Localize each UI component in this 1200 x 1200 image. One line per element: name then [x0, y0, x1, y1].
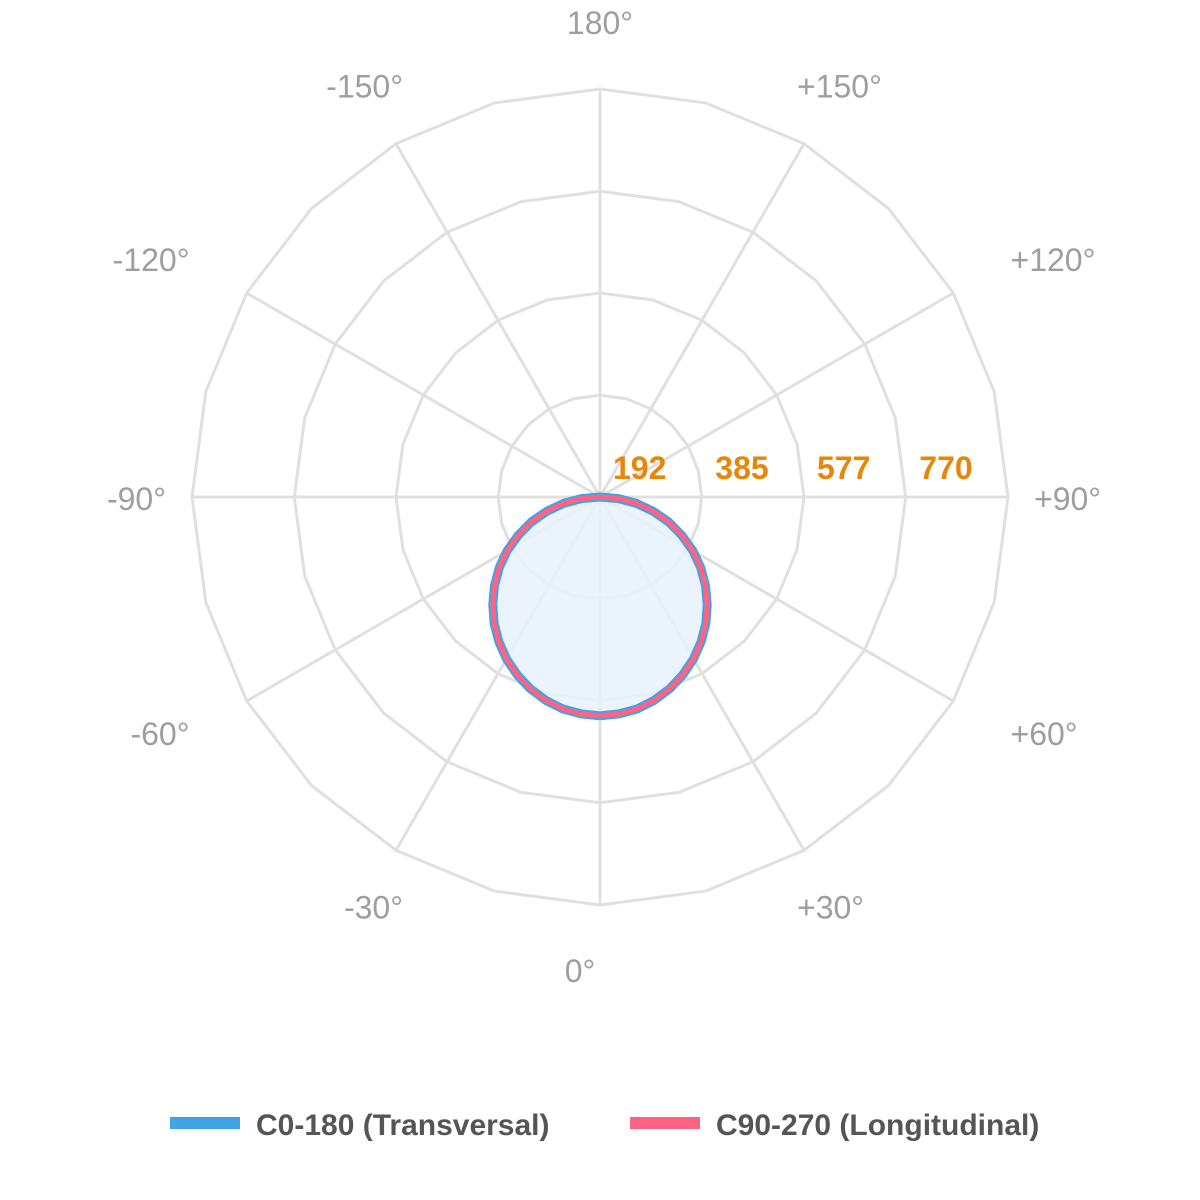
radial-tick-label: 770	[919, 450, 972, 486]
grid-spoke	[245, 291, 601, 499]
grid-spoke	[598, 142, 806, 498]
radial-tick-label: 385	[715, 450, 768, 486]
angle-tick-label: -120°	[113, 242, 190, 278]
series-fill	[492, 497, 708, 716]
legend-swatch	[630, 1117, 700, 1129]
angle-tick-label: +120°	[1011, 242, 1096, 278]
series-line-c90-270[interactable]	[490, 494, 710, 719]
legend-swatch	[170, 1117, 240, 1129]
radial-tick-label: 192	[613, 450, 666, 486]
legend-item[interactable]: C90-270 (Longitudinal)	[630, 1109, 1039, 1142]
grid-spoke	[394, 142, 602, 498]
angle-tick-label: -90°	[107, 481, 166, 517]
angle-tick-label: 180°	[567, 5, 633, 41]
radial-tick-labels: 192 385 577 770	[613, 450, 973, 486]
angle-tick-label: +60°	[1011, 716, 1078, 752]
angle-tick-label: -30°	[344, 890, 403, 926]
angle-tick-label: +30°	[797, 890, 864, 926]
radial-tick-label: 577	[817, 450, 870, 486]
legend-label: C0-180 (Transversal)	[256, 1109, 550, 1142]
angle-tick-label: 0°	[565, 953, 596, 989]
angle-tick-label: -60°	[130, 716, 189, 752]
angle-tick-label: +90°	[1034, 481, 1101, 517]
series-layer	[488, 492, 712, 721]
angle-tick-label: +150°	[797, 69, 882, 105]
legend-item[interactable]: C0-180 (Transversal)	[170, 1109, 550, 1142]
grid-spoke	[599, 291, 955, 499]
angle-tick-labels: 0° +30° +60° +90° +120° +150° 180° -150° -120° -9…	[107, 5, 1101, 989]
angle-tick-label: -150°	[326, 69, 403, 105]
legend-label: C90-270 (Longitudinal)	[716, 1109, 1039, 1142]
legend[interactable]: C0-180 (Transversal) C90-270 (Longitudina…	[170, 1109, 1039, 1142]
